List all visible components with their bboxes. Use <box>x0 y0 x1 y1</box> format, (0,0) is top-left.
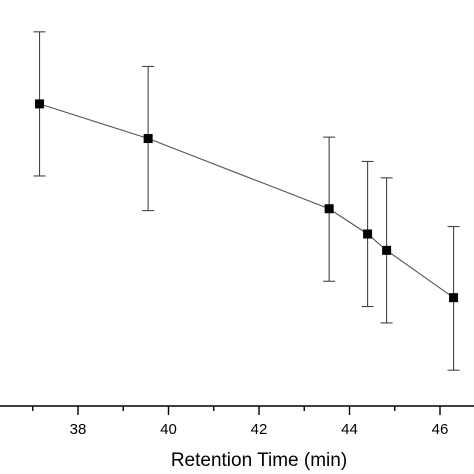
data-points <box>35 99 459 303</box>
x-axis-ticks: 38 40 42 44 46 <box>32 406 449 438</box>
x-tick-label: 38 <box>70 421 87 438</box>
error-bars <box>33 31 460 371</box>
data-point-marker <box>363 229 373 239</box>
x-tick-label: 44 <box>341 421 358 438</box>
x-tick-label: 46 <box>432 421 449 438</box>
series-line <box>39 103 454 299</box>
data-point-marker <box>324 204 334 214</box>
data-point-marker <box>449 293 459 303</box>
x-tick-label: 42 <box>251 421 268 438</box>
data-point-marker <box>382 245 392 255</box>
data-point-marker <box>35 99 45 109</box>
x-axis-title: Retention Time (min) <box>171 450 347 471</box>
data-point-marker <box>143 134 153 144</box>
x-tick-label: 40 <box>160 421 177 438</box>
